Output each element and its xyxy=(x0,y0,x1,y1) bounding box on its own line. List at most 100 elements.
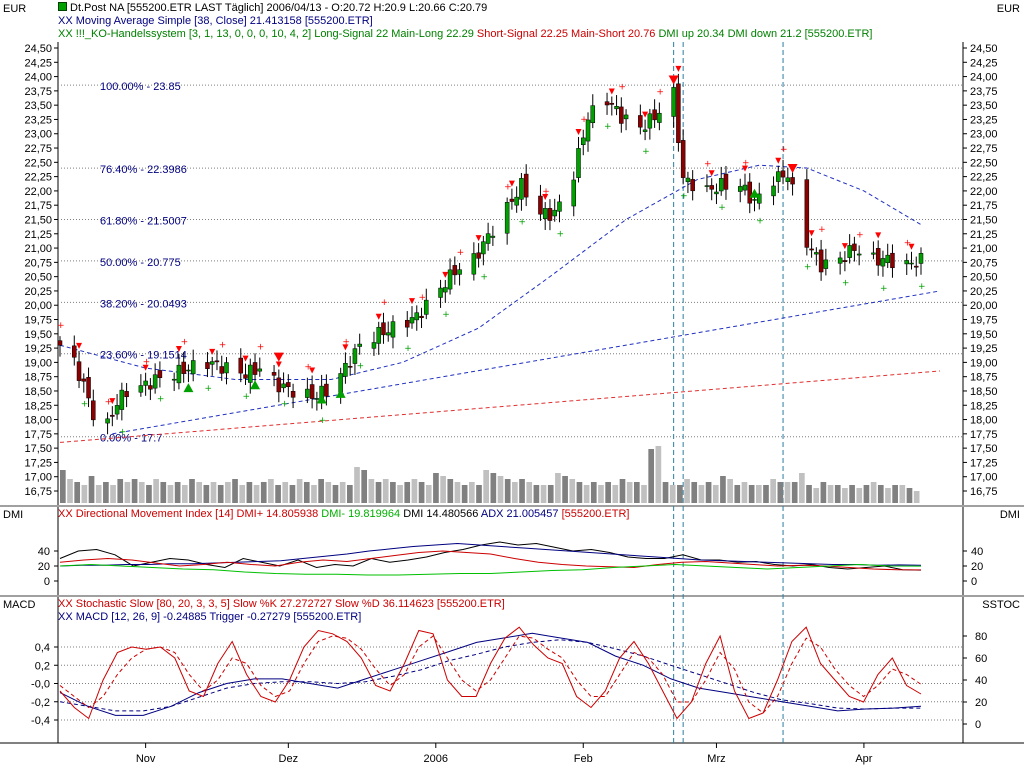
volume-bar xyxy=(131,479,138,503)
instrument-legend[interactable]: Dt.Post NA [555200.ETR LAST Täglich] 200… xyxy=(58,2,487,14)
signal-plus-marker: + xyxy=(880,284,888,294)
long-signal-triangle-icon xyxy=(749,188,760,198)
volume-bar xyxy=(160,482,167,503)
y-tick-label-right: 18,00 xyxy=(970,415,998,427)
volume-bar xyxy=(253,485,260,503)
candle-body xyxy=(143,380,148,386)
candle-body xyxy=(157,370,163,378)
volume-bar xyxy=(849,485,855,503)
y-tick-label-right: 21,00 xyxy=(970,243,998,255)
stochastic-legend[interactable]: XX Stochastic Slow [80, 20, 3, 3, 5] Slo… xyxy=(58,598,505,610)
volume-bar xyxy=(318,479,324,503)
candle-body xyxy=(690,179,695,192)
signal-plus-marker: + xyxy=(419,293,427,303)
y-tick-label-left: 19,25 xyxy=(24,343,52,355)
y-tick-label-left: 18,50 xyxy=(24,386,52,398)
signal-plus-marker: + xyxy=(257,343,265,353)
candle-body xyxy=(481,241,486,255)
candle-body xyxy=(286,382,291,388)
y-tick-label-right: 23,25 xyxy=(970,114,998,126)
candle-body xyxy=(205,362,210,369)
volume-bar xyxy=(225,482,231,503)
candle-body xyxy=(248,364,253,383)
y-tick-label-right: 23,50 xyxy=(970,100,998,112)
y-tick-label-left: 20,50 xyxy=(24,272,52,284)
legend-prefix: XX xyxy=(58,28,73,40)
main-short-triangle-icon xyxy=(787,164,798,174)
signal-plus-marker: + xyxy=(204,384,212,394)
candle-body xyxy=(657,112,662,123)
y-tick-label-left: 22,00 xyxy=(24,186,52,198)
volume-bar xyxy=(820,482,827,503)
volume-bar xyxy=(425,485,432,503)
adx-line xyxy=(59,542,922,567)
fib-level-label: 100.00% - 23.85 xyxy=(100,81,181,93)
y-tick-label-left: 19,00 xyxy=(24,357,52,369)
candle-body xyxy=(785,177,791,182)
y-tick-label-right: 24,50 xyxy=(970,43,998,55)
signal-plus-marker: + xyxy=(742,159,750,169)
volume-bar xyxy=(834,485,841,503)
y-tick-label-left: 20,75 xyxy=(24,257,52,269)
candle-body xyxy=(885,254,890,264)
short-signal-triangle-icon xyxy=(775,157,782,164)
signal-plus-marker: + xyxy=(357,362,365,372)
y-tick-label-right: 22,25 xyxy=(970,172,998,184)
volume-bar xyxy=(67,479,73,503)
ma-legend[interactable]: XX Moving Average Simple [38, Close] 21.… xyxy=(58,15,373,27)
volume-bar xyxy=(361,470,368,503)
candle-body xyxy=(757,193,762,204)
candle-body xyxy=(671,87,676,117)
dmi-panel-label-right: DMI xyxy=(999,509,1020,521)
dmi-legend[interactable]: XX Directional Movement Index [14] DMI+ … xyxy=(58,508,629,520)
y-tick-label-right: 18,25 xyxy=(970,400,998,412)
short-signal-triangle-icon xyxy=(808,230,815,237)
short-signal-triangle-icon xyxy=(508,180,515,187)
candle-body xyxy=(385,332,391,336)
candle-body xyxy=(780,170,786,178)
volume-bar xyxy=(791,482,798,503)
candle-body xyxy=(352,348,358,364)
short-signal-triangle-icon xyxy=(209,348,216,355)
candle-body xyxy=(913,265,919,268)
volume-bar xyxy=(454,482,461,503)
ko-system-legend[interactable]: XX !!!_KO-Handelssystem [3, 1, 13, 0, 0,… xyxy=(58,28,873,40)
volume-bar xyxy=(260,482,267,503)
y-tick-label-left: 24,00 xyxy=(24,72,52,84)
candle-body xyxy=(381,322,386,336)
y-tick-label-left: 19,75 xyxy=(24,315,52,327)
y-tick-label-left: 20,00 xyxy=(24,300,52,312)
candle-body xyxy=(314,398,320,400)
candle-body xyxy=(148,385,153,390)
y-tick-label-right: 21,25 xyxy=(970,229,998,241)
candle-body xyxy=(471,253,477,275)
candle-body xyxy=(119,389,125,410)
y-tick-label-left: 24,50 xyxy=(24,43,52,55)
macd-legend[interactable]: XX MACD [12, 26, 9] -0.24885 Trigger -0.… xyxy=(58,611,361,623)
short-signal-triangle-icon xyxy=(608,88,615,95)
fib-level-label: 50.00% - 20.775 xyxy=(100,257,181,269)
candle-body xyxy=(390,321,396,338)
short-signal-triangle-icon xyxy=(575,128,582,135)
macd-legend-text: MACD [12, 26, 9] -0.24885 Trigger -0.272… xyxy=(72,611,362,623)
y-tick-label-right: 23,00 xyxy=(970,129,998,141)
signal-plus-marker: + xyxy=(81,400,89,410)
volume-bar xyxy=(519,479,525,503)
y-tick-label-right: 19,75 xyxy=(970,315,998,327)
y-tick-label-right: 17,25 xyxy=(970,457,998,469)
candle-body xyxy=(110,414,115,417)
signal-plus-marker: + xyxy=(105,397,113,407)
volume-bar xyxy=(440,476,446,503)
candle-body xyxy=(376,326,381,344)
x-tick-label: Mrz xyxy=(707,753,725,765)
volume-bar xyxy=(217,485,224,503)
volume-bar xyxy=(81,485,88,503)
volume-bar xyxy=(282,482,289,503)
candle-body xyxy=(638,115,643,128)
volume-bar xyxy=(210,482,217,503)
macd-tick-label-left: -0,0 xyxy=(31,679,50,691)
y-tick-label-left: 17,50 xyxy=(24,443,52,455)
short-signal-triangle-icon xyxy=(442,271,449,278)
ko-legend-short: Short-Signal 22.25 Main-Short 20.76 xyxy=(476,28,659,40)
signal-plus-marker: + xyxy=(404,344,412,354)
